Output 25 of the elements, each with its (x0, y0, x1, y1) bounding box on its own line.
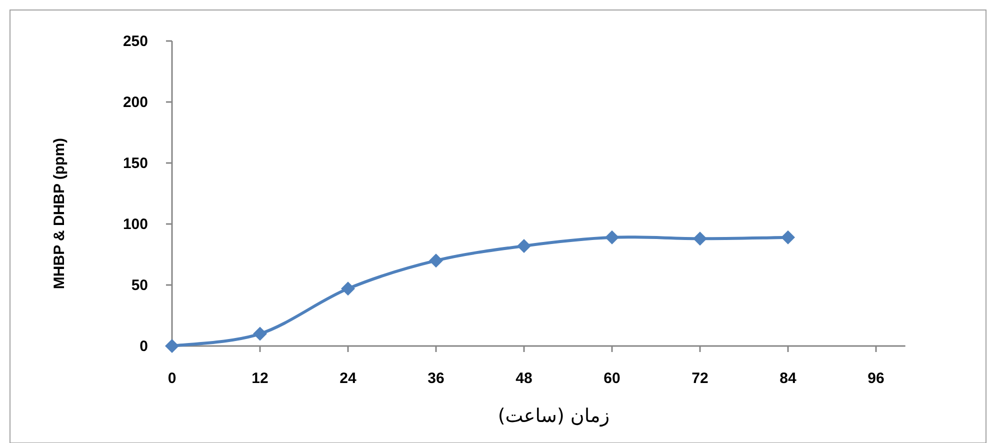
point (253, 326, 267, 341)
x-tick-label: 72 (692, 370, 708, 387)
y-tick-label: 50 (131, 277, 148, 294)
y-tick-label: 100 (122, 216, 148, 233)
point (341, 282, 355, 296)
x-tick-label: 36 (428, 370, 444, 387)
point (693, 232, 707, 246)
x-tick-label: 24 (340, 370, 357, 387)
point (781, 230, 795, 244)
x-tick-label: 96 (868, 370, 884, 387)
x-tick-label: 60 (604, 370, 620, 387)
y-tick-label: 150 (122, 155, 148, 172)
x-tick-label: 84 (780, 370, 797, 387)
point (429, 254, 443, 268)
x-tick-label: 48 (516, 370, 532, 387)
x-axis-title: زمان (ساعت) (498, 405, 610, 427)
y-tick-label: 250 (122, 33, 148, 50)
y-tick-label: 200 (122, 94, 148, 111)
point (605, 230, 619, 244)
x-tick-label: 0 (168, 370, 176, 387)
x-tick-label: 12 (252, 370, 268, 387)
point (517, 238, 531, 253)
y-tick-label: 0 (140, 338, 148, 355)
y-axis-title: MHBP & DHBP (ppm) (51, 138, 68, 290)
point (165, 339, 179, 353)
